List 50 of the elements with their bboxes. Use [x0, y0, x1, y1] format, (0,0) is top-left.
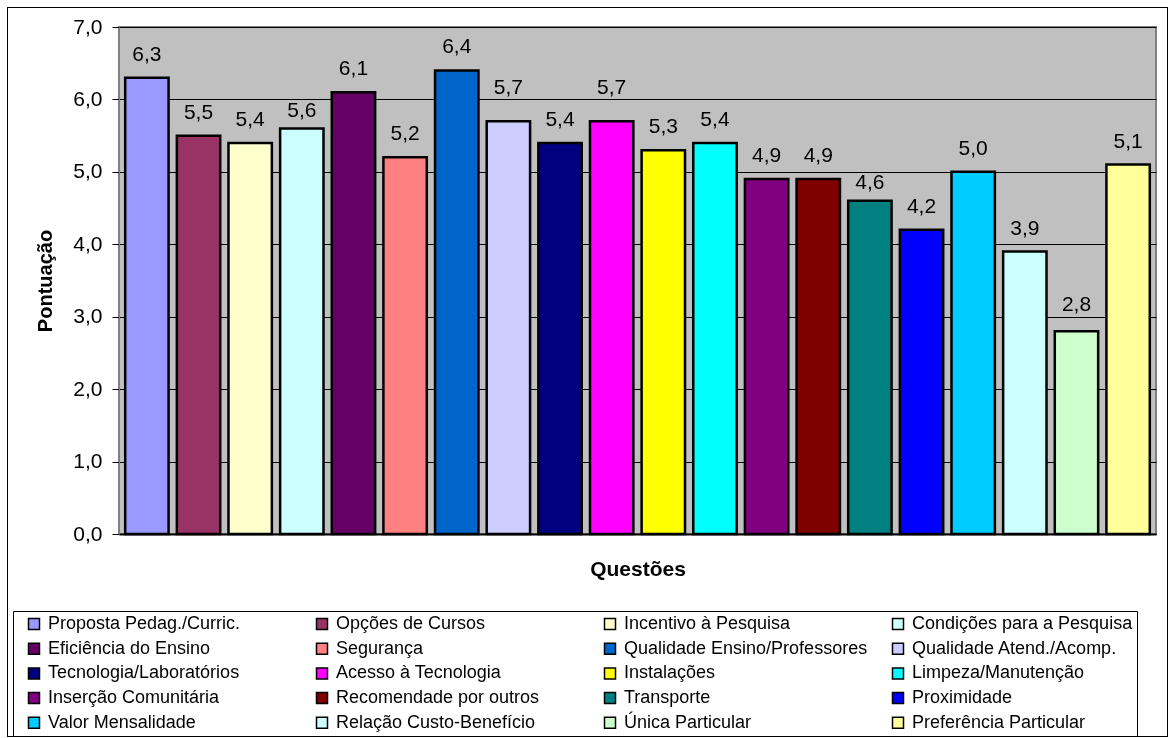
data-label: 6,4	[442, 34, 472, 58]
data-label: 5,0	[958, 135, 988, 159]
data-label: 4,9	[752, 143, 782, 167]
legend-label: Relação Custo-Benefício	[336, 711, 536, 732]
legend-label: Limpeza/Manutenção	[912, 662, 1085, 683]
legend-label: Única Particular	[624, 710, 752, 732]
data-label: 5,4	[545, 106, 575, 130]
x-axis-title: Questões	[590, 556, 686, 580]
data-label: 4,9	[803, 143, 833, 167]
data-label: 6,1	[338, 56, 369, 80]
legend-label: Recomendade por outros	[336, 687, 540, 708]
data-label: 3,9	[1010, 215, 1040, 239]
legend-label: Condições para a Pesquisa	[912, 613, 1134, 633]
legend-label: Transporte	[624, 687, 711, 708]
y-tick-label: 7,0	[73, 14, 103, 38]
legend-label: Tecnologia/Laboratórios	[48, 662, 240, 683]
data-label: 6,3	[132, 41, 162, 65]
y-axis-title: Pontuação	[34, 229, 57, 333]
legend-label: Proximidade	[912, 687, 1013, 708]
legend-label: Qualidade Ensino/Professores	[624, 637, 868, 658]
data-label: 5,4	[700, 106, 730, 130]
y-tick-label: 3,0	[73, 304, 103, 328]
data-label: 5,7	[597, 74, 627, 98]
data-label: 5,2	[390, 121, 420, 145]
legend-label: Opções de Cursos	[336, 613, 486, 633]
data-label: 5,3	[648, 114, 678, 138]
legend-label: Segurança	[336, 637, 425, 658]
legend-label: Inserção Comunitária	[48, 687, 221, 708]
data-label: 5,5	[183, 99, 214, 123]
y-tick-label: 1,0	[73, 449, 103, 473]
legend-label: Incentivo à Pesquisa	[624, 613, 792, 633]
data-label: 5,1	[1113, 128, 1143, 152]
legend-label: Valor Mensalidade	[48, 711, 196, 732]
data-label: 5,4	[235, 106, 266, 130]
y-tick-label: 2,0	[73, 376, 103, 400]
legend-label: Preferência Particular	[912, 711, 1086, 732]
legend-label: Proposta Pedag./Curric.	[48, 613, 241, 633]
y-tick-label: 0,0	[73, 521, 103, 545]
y-tick-label: 6,0	[73, 86, 103, 110]
data-label: 5,7	[493, 74, 523, 98]
legend-label: Acesso à Tecnologia	[336, 662, 502, 683]
y-tick-label: 5,0	[73, 159, 103, 183]
data-label: 4,2	[906, 193, 937, 217]
legend-label: Eficiência do Ensino	[48, 637, 211, 658]
data-label: 5,6	[287, 98, 317, 121]
y-tick-label: 4,0	[73, 231, 103, 255]
data-label: 4,6	[855, 170, 885, 194]
legend-label: Qualidade Atend./Acomp.	[912, 637, 1117, 658]
legend-label: Instalações	[624, 662, 716, 683]
data-label: 2,8	[1061, 291, 1092, 315]
